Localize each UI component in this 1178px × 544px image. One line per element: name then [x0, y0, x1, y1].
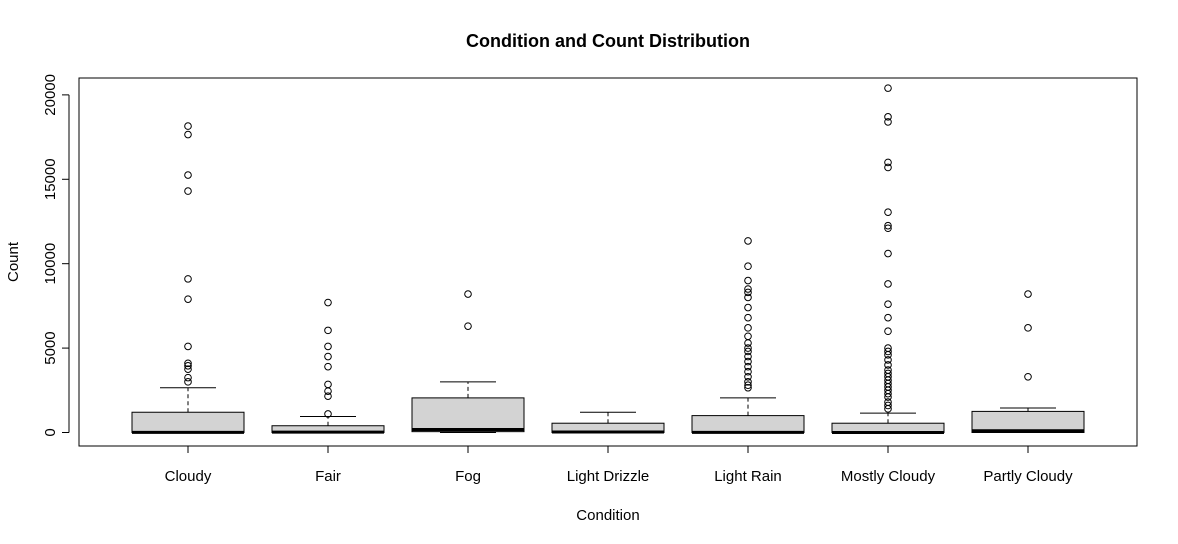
box-mostly-cloudy [831, 84, 945, 434]
y-tick-label: 15000 [42, 158, 59, 200]
outlier-point [884, 401, 892, 410]
outlier-point [184, 122, 192, 130]
outlier-point [184, 130, 192, 139]
outlier-point [884, 221, 892, 230]
box-light-rain [691, 237, 805, 434]
outlier-point [324, 352, 332, 361]
outlier-point [184, 373, 192, 382]
box-light-drizzle [551, 411, 665, 434]
outlier-point [884, 361, 892, 369]
outlier-point [744, 378, 752, 386]
outlier-point [744, 357, 752, 366]
x-tick-label: Partly Cloudy [983, 468, 1073, 485]
outlier-point [184, 362, 192, 370]
outlier-point [464, 322, 472, 330]
outlier-point [1024, 372, 1032, 381]
y-tick-label: 10000 [42, 243, 59, 285]
outlier-point [744, 367, 752, 376]
outlier-point [884, 84, 892, 92]
outlier-point [884, 356, 892, 364]
outlier-point [884, 300, 892, 309]
outlier-point [184, 342, 192, 351]
outlier-point [744, 262, 752, 271]
outlier-point [744, 347, 752, 356]
y-tick-label: 20000 [42, 74, 59, 116]
x-axis: Cloudy Fair Fog Light Drizzle Light Rain Most… [165, 445, 1073, 485]
outlier-point [744, 332, 752, 341]
outlier-point [884, 405, 892, 413]
outlier-point [884, 313, 892, 322]
box-iqr [411, 397, 525, 433]
x-tick-label: Fair [315, 468, 341, 485]
outlier-point [184, 359, 192, 368]
outlier-point [324, 326, 332, 335]
outlier-point [884, 118, 892, 126]
outlier-point [744, 362, 752, 371]
y-axis: 0 5000 10000 15000 20000 [42, 74, 70, 437]
y-tick-label: 5000 [42, 331, 59, 364]
outlier-point [744, 352, 752, 361]
plot-frame [78, 77, 1138, 447]
outlier-point [464, 290, 472, 298]
chart-title: Condition and Count Distribution [466, 31, 750, 51]
outlier-point [744, 276, 752, 285]
outlier-point [324, 410, 332, 418]
outlier-point [744, 344, 752, 352]
outlier-point [884, 389, 892, 398]
x-tick-label: Light Rain [714, 468, 782, 485]
outlier-point [324, 342, 332, 351]
outlier-point [184, 171, 192, 179]
outlier-point [324, 387, 332, 395]
x-axis-label: Condition [576, 507, 639, 524]
outlier-point [184, 187, 192, 195]
outlier-point [884, 208, 892, 217]
box-cloudy [131, 122, 245, 434]
outlier-point [884, 280, 892, 288]
outlier-point [744, 313, 752, 322]
x-tick-label: Cloudy [165, 468, 212, 485]
outlier-point [184, 365, 192, 373]
outlier-point [884, 163, 892, 172]
x-tick-label: Light Drizzle [567, 468, 650, 485]
outlier-point [324, 392, 332, 401]
outlier-point [744, 237, 752, 245]
outlier-point [324, 380, 332, 389]
y-axis-label: Count [5, 241, 22, 282]
outlier-point [744, 339, 752, 347]
boxes [131, 84, 1085, 434]
outlier-point [884, 249, 892, 258]
outlier-point [744, 324, 752, 332]
outlier-point [884, 327, 892, 336]
outlier-point [744, 293, 752, 302]
outlier-point [884, 224, 892, 233]
outlier-point [884, 393, 892, 401]
outlier-point [184, 295, 192, 303]
outlier-point [884, 351, 892, 359]
outlier-point [744, 372, 752, 381]
outlier-point [884, 347, 892, 356]
outlier-point [324, 362, 332, 371]
outlier-point [184, 275, 192, 283]
outlier-point [884, 158, 892, 167]
box-iqr [971, 410, 1085, 433]
outlier-point [1024, 290, 1032, 298]
box-partly-cloudy [971, 290, 1085, 433]
outlier-point [744, 381, 752, 390]
y-tick-label: 0 [42, 428, 59, 436]
outlier-point [184, 378, 192, 386]
outlier-point [884, 113, 892, 121]
box-fog [411, 290, 525, 433]
outlier-point [324, 298, 332, 307]
box-fair [271, 298, 385, 434]
outlier-point [744, 383, 752, 392]
outlier-point [744, 285, 752, 293]
outlier-point [744, 303, 752, 312]
box-iqr [131, 411, 245, 433]
box-iqr [691, 415, 805, 433]
x-tick-label: Fog [455, 468, 481, 485]
outlier-point [1024, 324, 1032, 332]
outlier-point [744, 288, 752, 297]
x-tick-label: Mostly Cloudy [841, 468, 936, 485]
